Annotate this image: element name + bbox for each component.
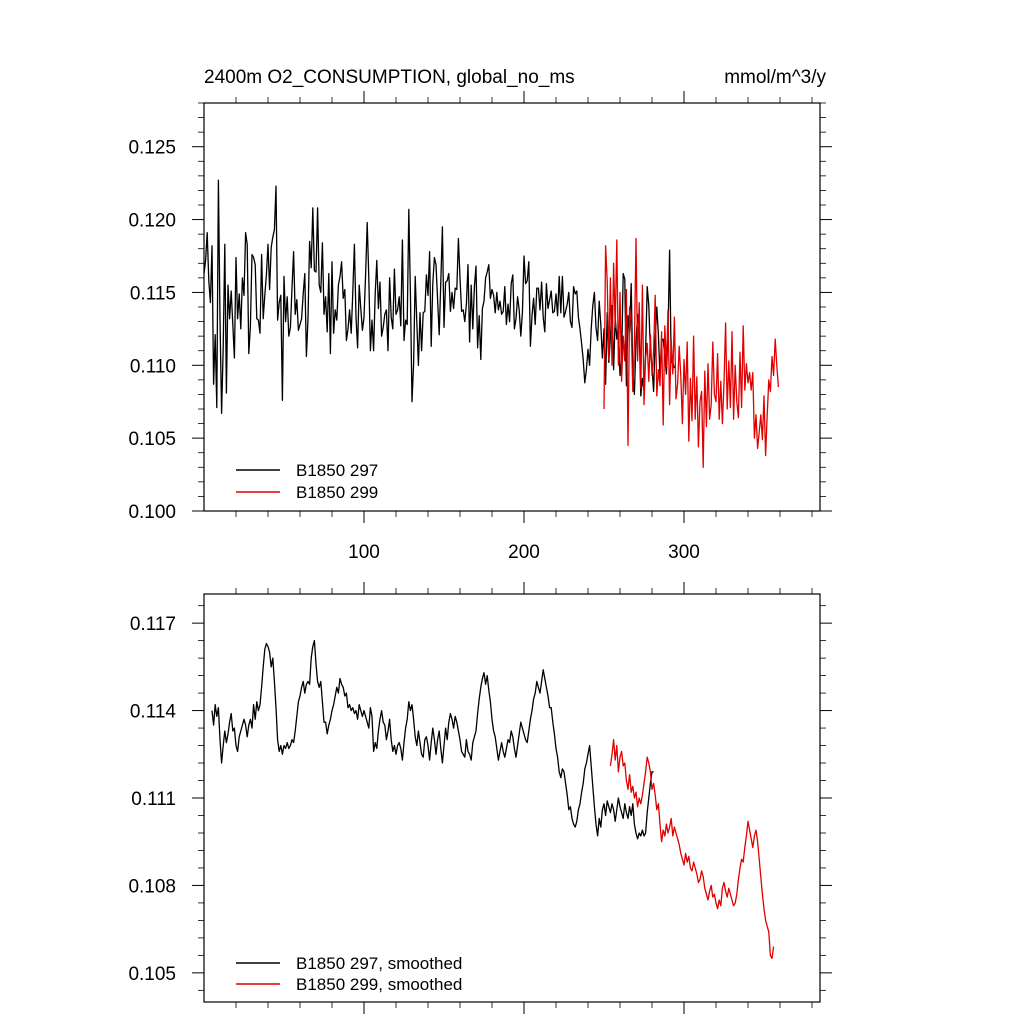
legend-label: B1850 299, smoothed: [296, 975, 462, 994]
top-panel: 2400m O2_CONSUMPTION, global_no_ms mmol/…: [128, 67, 832, 563]
units-label: mmol/m^3/y: [724, 67, 826, 88]
y-tick-label: 0.105: [128, 964, 176, 985]
y-tick-label: 0.114: [130, 702, 177, 723]
top-legend: B1850 297 B1850 299: [236, 461, 378, 502]
y-tick-label: 0.111: [131, 789, 176, 810]
series-line: [203, 179, 676, 415]
y-tick-label: 0.110: [130, 356, 176, 377]
y-tick-label: 0.115: [130, 283, 176, 304]
y-tick-label: 0.108: [128, 876, 176, 897]
x-tick-label: 300: [668, 542, 700, 563]
y-tick-label: 0.117: [130, 614, 176, 635]
chart-title: 2400m O2_CONSUMPTION, global_no_ms: [204, 67, 575, 88]
y-tick-label: 0.120: [128, 211, 176, 232]
y-tick-label: 0.100: [128, 502, 176, 523]
series-line: [609, 739, 775, 959]
plot-frame: [203, 593, 821, 1003]
bottom-axes: 0.105 0.108 0.111 0.114 0.117: [128, 582, 832, 1014]
y-tick-label: 0.125: [128, 138, 176, 159]
x-tick-label: 100: [348, 542, 380, 563]
series-line: [211, 639, 654, 840]
bottom-panel: 0.105 0.108 0.111 0.114 0.117 B1850 297, smo…: [128, 582, 832, 1014]
series-line: [603, 237, 780, 468]
legend-label: B1850 297, smoothed: [296, 954, 462, 973]
top-axes: 0.100 0.105 0.110 0.115 0.120 0.125 100 200 300: [128, 91, 832, 563]
top-series-lines: [203, 179, 780, 468]
x-tick-label: 200: [508, 542, 540, 563]
legend-label: B1850 299: [296, 483, 378, 502]
legend-label: B1850 297: [296, 461, 378, 480]
y-tick-label: 0.105: [128, 429, 176, 450]
bottom-series-lines: [211, 639, 775, 959]
bottom-legend: B1850 297, smoothed B1850 299, smoothed: [236, 954, 462, 994]
